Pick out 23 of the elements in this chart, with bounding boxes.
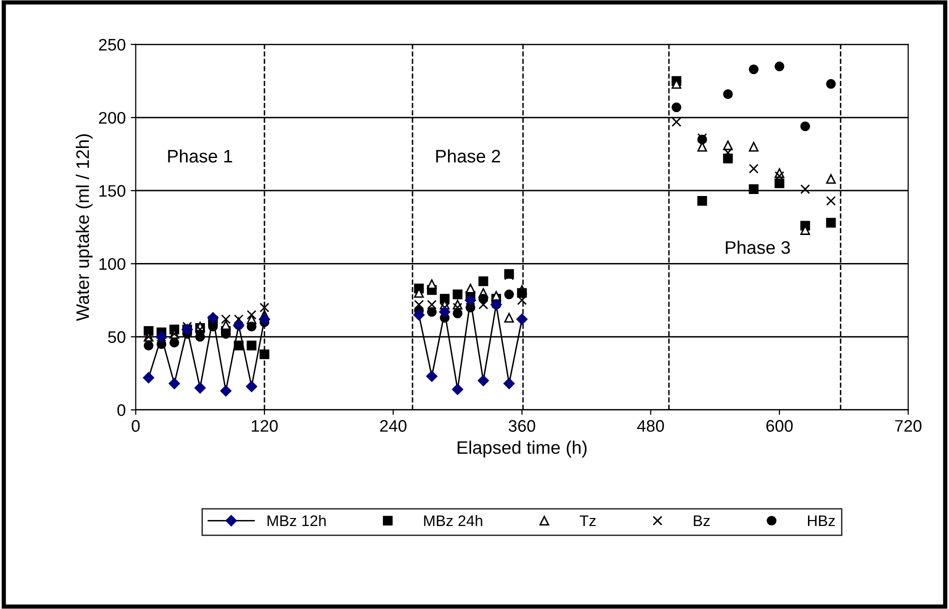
y-axis-title: Water uptake (ml / 12h): [76, 134, 93, 322]
x-tick-label: 120: [252, 420, 278, 432]
annotation: Phase 2: [436, 149, 500, 163]
x-tick-label: 360: [508, 420, 536, 432]
x-axis-title: Elapsed time (h): [458, 440, 587, 458]
y-tick-label: 200: [99, 112, 126, 124]
y-tick-label: 100: [99, 258, 126, 270]
x-tick-label: 600: [766, 420, 793, 432]
annotation: Phase 1: [168, 149, 232, 163]
legend-label: Tz: [580, 516, 596, 526]
legend-label: HBz: [808, 516, 835, 526]
y-tick-label: 50: [108, 331, 126, 343]
y-tick-label: 0: [117, 404, 126, 416]
x-tick-label: 720: [895, 420, 922, 432]
annotation: Phase 3: [726, 240, 790, 254]
x-tick-label: 0: [132, 420, 140, 432]
y-tick-label: 250: [99, 38, 126, 51]
legend-label: MBz 24h: [424, 514, 482, 526]
legend-label: Bz: [694, 516, 710, 526]
legend-label: MBz 12h: [268, 514, 326, 526]
x-tick-label: 480: [637, 420, 664, 432]
y-tick-label: 150: [99, 185, 126, 197]
x-tick-label: 240: [380, 420, 406, 432]
